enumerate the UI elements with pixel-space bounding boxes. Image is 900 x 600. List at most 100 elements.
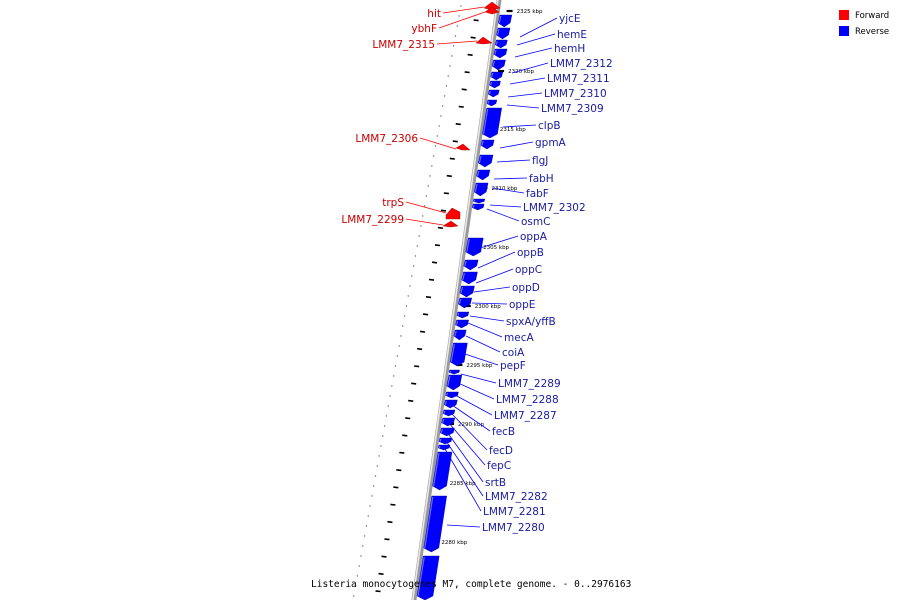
reverse-gene-shading — [444, 400, 447, 405]
track-dash — [461, 88, 467, 91]
forward-gene-label: ybhF — [411, 23, 437, 35]
track-dash — [443, 192, 449, 195]
track-dash — [408, 399, 414, 402]
reverse-gene-shading — [498, 15, 502, 24]
track-dot — [353, 595, 355, 597]
track-dot — [412, 265, 415, 267]
reverse-label-leader — [475, 268, 514, 284]
track-dash — [437, 226, 444, 229]
reverse-gene-label: LMM7_2309 — [541, 103, 604, 115]
forward-gene-arrow — [484, 6, 500, 15]
reverse-gene-block — [493, 48, 508, 59]
reverse-gene-shading — [472, 204, 475, 208]
track-dot — [363, 535, 366, 537]
scale-tick-label: 2320 kbp — [508, 69, 534, 75]
track-dash — [387, 520, 393, 524]
reverse-gene-shading — [458, 298, 462, 305]
track-dot — [427, 185, 429, 187]
reverse-label-leader — [457, 382, 495, 400]
reverse-label-leader — [502, 124, 537, 128]
track-dash — [390, 503, 396, 506]
track-dot — [451, 55, 453, 57]
reverse-label-leader — [477, 251, 516, 269]
reverse-gene-shading — [464, 260, 467, 267]
track-dash — [431, 261, 438, 264]
reverse-gene-label: oppE — [509, 299, 535, 311]
backbone-shadow — [411, 0, 502, 600]
track-dash — [458, 105, 464, 108]
scale-tick-label: 2280 kbp — [441, 540, 467, 546]
reverse-gene-shading — [494, 49, 497, 55]
reverse-gene-shading — [487, 100, 490, 104]
reverse-gene-shading — [473, 199, 476, 202]
track-dot — [436, 135, 438, 137]
track-dot — [392, 375, 395, 377]
reverse-gene-shading — [476, 170, 480, 177]
reverse-label-leader — [446, 431, 484, 483]
genome-caption: Listeria monocytogenes M7, complete geno… — [311, 579, 631, 590]
scale-tick-label: 2295 kbp — [466, 363, 492, 369]
reverse-gene-shading — [495, 40, 498, 45]
track-dash — [414, 365, 420, 368]
track-dash — [473, 19, 479, 22]
reverse-gene-label: LMM7_2288 — [496, 394, 559, 406]
reverse-label-leader — [489, 204, 522, 208]
reverse-label-leader — [507, 92, 543, 98]
track-dot — [405, 305, 408, 307]
reverse-gene-block — [438, 437, 453, 445]
reverse-gene-label: fepC — [487, 460, 511, 472]
reverse-gene-shading — [462, 272, 466, 281]
legend: Forward Reverse — [839, 10, 889, 37]
reverse-gene-label: pepF — [500, 360, 526, 372]
track-dot — [447, 75, 449, 77]
reverse-gene-shading — [450, 343, 455, 363]
reverse-label-leader — [447, 421, 486, 466]
track-dot — [454, 35, 457, 37]
forward-label-leader — [442, 6, 485, 14]
reverse-gene-block — [455, 319, 469, 329]
track-dash — [405, 417, 411, 420]
track-dash — [434, 244, 441, 247]
forward-gene-arrow — [455, 143, 471, 151]
reverse-gene-label: fabF — [526, 188, 549, 200]
reverse-gene-label: clpB — [538, 120, 561, 132]
reverse-gene-block — [472, 198, 486, 204]
reverse-gene-block — [488, 89, 500, 98]
track-dot — [387, 405, 389, 407]
reverse-gene-shading — [455, 320, 459, 325]
track-dash — [446, 174, 452, 178]
reverse-gene-shading — [460, 286, 464, 294]
track-dot — [374, 475, 377, 477]
scale-tick-label: 2285 kbp — [450, 481, 476, 487]
track-dot — [365, 525, 368, 527]
reverse-gene-shading — [446, 392, 449, 396]
reverse-gene-block — [456, 311, 470, 319]
forward-gene-label: LMM7_2299 — [341, 214, 404, 226]
reverse-gene-label: hemE — [557, 29, 587, 41]
track-dot — [369, 505, 371, 507]
track-dash — [402, 434, 408, 437]
reverse-label-leader — [461, 352, 499, 366]
track-dot — [358, 565, 360, 567]
reverse-gene-label: gpmA — [535, 137, 567, 149]
legend-reverse-label: Reverse — [855, 27, 889, 37]
track-dot — [403, 315, 406, 317]
reverse-gene-label: LMM7_2287 — [494, 410, 557, 422]
forward-gene-label: trpS — [382, 197, 404, 209]
reverse-gene-block — [486, 99, 498, 107]
reverse-gene-block — [490, 71, 504, 81]
reverse-gene-block — [474, 182, 489, 197]
reverse-gene-shading — [447, 375, 451, 387]
reverse-gene-shading — [481, 140, 484, 146]
track-dash — [425, 296, 432, 299]
reverse-gene-block — [489, 80, 501, 89]
reverse-gene-block — [443, 399, 458, 409]
track-dot — [456, 25, 458, 27]
reverse-label-leader — [496, 159, 531, 163]
track-dot — [380, 445, 382, 447]
reverse-label-leader — [469, 315, 505, 322]
reverse-gene-shading — [443, 410, 446, 414]
reverse-gene-label: oppA — [520, 231, 548, 243]
reverse-gene-shading — [432, 452, 440, 487]
